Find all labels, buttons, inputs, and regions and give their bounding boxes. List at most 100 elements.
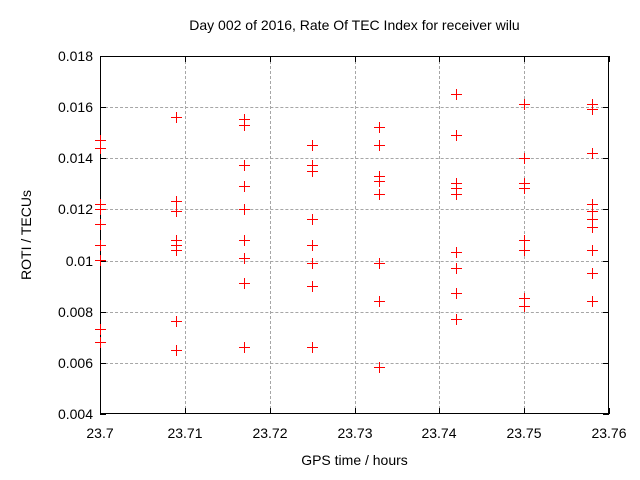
y-gridline bbox=[100, 363, 609, 364]
data-point bbox=[238, 234, 250, 246]
y-gridline bbox=[100, 261, 609, 262]
data-point bbox=[586, 295, 598, 307]
x-tick-top bbox=[439, 56, 440, 62]
x-tick-label: 23.76 bbox=[591, 425, 627, 441]
data-point bbox=[238, 180, 250, 192]
data-point bbox=[518, 293, 530, 305]
x-tick-label: 23.71 bbox=[167, 425, 203, 441]
data-point bbox=[518, 152, 530, 164]
data-point bbox=[586, 244, 598, 256]
data-point bbox=[306, 140, 318, 151]
data-point bbox=[94, 324, 106, 336]
data-point bbox=[238, 278, 250, 290]
x-gridline bbox=[185, 56, 186, 414]
data-point bbox=[94, 203, 106, 215]
data-point bbox=[374, 257, 386, 269]
x-tick-top bbox=[185, 56, 186, 62]
chart-title: Day 002 of 2016, Rate Of TEC Index for r… bbox=[189, 17, 520, 33]
data-point bbox=[94, 142, 106, 154]
y-tick-right bbox=[603, 312, 609, 313]
y-tick-left bbox=[100, 56, 106, 57]
y-tick-right bbox=[603, 56, 609, 57]
y-tick-label: 0.018 bbox=[57, 48, 93, 64]
y-tick-label: 0.01 bbox=[65, 253, 93, 269]
data-point bbox=[238, 252, 250, 264]
x-tick-bottom bbox=[524, 408, 525, 414]
y-gridline bbox=[100, 209, 609, 210]
data-point bbox=[586, 147, 598, 159]
y-tick-label: 0.008 bbox=[57, 304, 93, 320]
data-point bbox=[450, 247, 462, 259]
data-point bbox=[586, 206, 598, 218]
data-point bbox=[306, 239, 318, 251]
x-tick-top bbox=[270, 56, 271, 62]
x-gridline bbox=[355, 56, 356, 414]
data-point bbox=[586, 221, 598, 233]
x-tick-bottom bbox=[185, 408, 186, 414]
data-point bbox=[94, 219, 106, 231]
data-point bbox=[586, 198, 598, 210]
data-point bbox=[450, 313, 462, 325]
data-point bbox=[306, 280, 318, 292]
y-tick-left bbox=[100, 414, 106, 415]
y-tick-label: 0.012 bbox=[57, 201, 93, 217]
data-point bbox=[450, 262, 462, 274]
data-point bbox=[586, 267, 598, 279]
y-tick-left bbox=[100, 363, 106, 364]
x-tick-top bbox=[100, 56, 101, 62]
y-gridline bbox=[100, 107, 609, 108]
y-tick-label: 0.016 bbox=[57, 99, 93, 115]
data-point bbox=[586, 104, 598, 116]
data-point bbox=[170, 244, 182, 256]
y-tick-label: 0.006 bbox=[57, 355, 93, 371]
data-point bbox=[306, 214, 318, 226]
data-point bbox=[374, 140, 386, 151]
x-tick-top bbox=[609, 56, 610, 62]
y-tick-right bbox=[603, 107, 609, 108]
y-tick-label: 0.014 bbox=[57, 150, 93, 166]
data-point bbox=[518, 301, 530, 313]
data-point bbox=[94, 134, 106, 146]
data-point bbox=[374, 362, 386, 374]
x-gridline bbox=[439, 56, 440, 414]
data-point bbox=[450, 288, 462, 300]
y-tick-left bbox=[100, 312, 106, 313]
x-tick-bottom bbox=[609, 408, 610, 414]
data-point bbox=[518, 99, 530, 111]
data-point bbox=[518, 183, 530, 195]
x-gridline bbox=[270, 56, 271, 414]
x-tick-label: 23.74 bbox=[421, 425, 457, 441]
data-point bbox=[450, 188, 462, 200]
y-tick-right bbox=[603, 414, 609, 415]
y-tick-left bbox=[100, 107, 106, 108]
y-tick-left bbox=[100, 261, 106, 262]
x-axis-label: GPS time / hours bbox=[301, 452, 408, 468]
x-tick-label: 23.73 bbox=[337, 425, 373, 441]
x-tick-label: 23.7 bbox=[86, 425, 114, 441]
y-gridline bbox=[100, 158, 609, 159]
data-point bbox=[170, 344, 182, 356]
data-point bbox=[374, 175, 386, 187]
x-tick-label: 23.72 bbox=[252, 425, 288, 441]
y-tick-right bbox=[603, 158, 609, 159]
y-tick-right bbox=[603, 209, 609, 210]
plot-border bbox=[100, 56, 609, 414]
data-point bbox=[94, 239, 106, 251]
data-point bbox=[450, 88, 462, 100]
data-point bbox=[94, 336, 106, 348]
data-point bbox=[170, 316, 182, 328]
data-point bbox=[238, 119, 250, 131]
data-point bbox=[374, 188, 386, 200]
data-point bbox=[170, 196, 182, 208]
data-point bbox=[374, 295, 386, 307]
y-gridline bbox=[100, 312, 609, 313]
x-tick-bottom bbox=[355, 408, 356, 414]
data-point bbox=[586, 214, 598, 226]
data-point bbox=[374, 122, 386, 134]
data-point bbox=[238, 342, 250, 353]
x-tick-top bbox=[355, 56, 356, 62]
data-point bbox=[518, 244, 530, 256]
data-point bbox=[238, 203, 250, 215]
data-point bbox=[450, 129, 462, 141]
